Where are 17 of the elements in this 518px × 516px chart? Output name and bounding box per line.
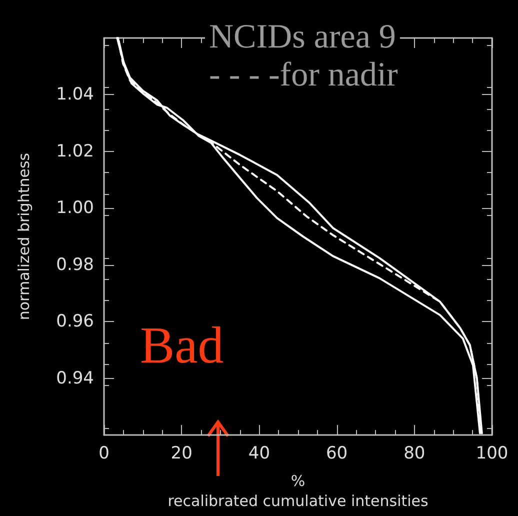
y-axis-title: normalized brightness [15, 152, 33, 320]
annotation: - - - -for nadir [209, 56, 398, 94]
x-tick-label: 20 [170, 444, 192, 464]
y-tick-label: 1.04 [56, 84, 94, 105]
y-tick-label: 0.94 [56, 368, 94, 388]
x-tick-label: 0 [98, 444, 110, 464]
y-tick-label: 1.02 [56, 141, 94, 162]
annotation: NCIDs area 9 [209, 18, 396, 56]
annotation: Bad [140, 318, 224, 374]
x-axis-title: % recalibrated cumulative intensities [168, 472, 429, 510]
x-tick-label: 100 [476, 444, 508, 464]
x-tick-label: 60 [326, 444, 348, 464]
x-tick-label: 40 [248, 444, 270, 464]
y-tick-label: 0.96 [56, 312, 94, 332]
y-tick-label: 1.00 [56, 198, 94, 218]
y-tick-label: 0.98 [56, 254, 94, 275]
x-tick-label: 80 [404, 444, 426, 464]
